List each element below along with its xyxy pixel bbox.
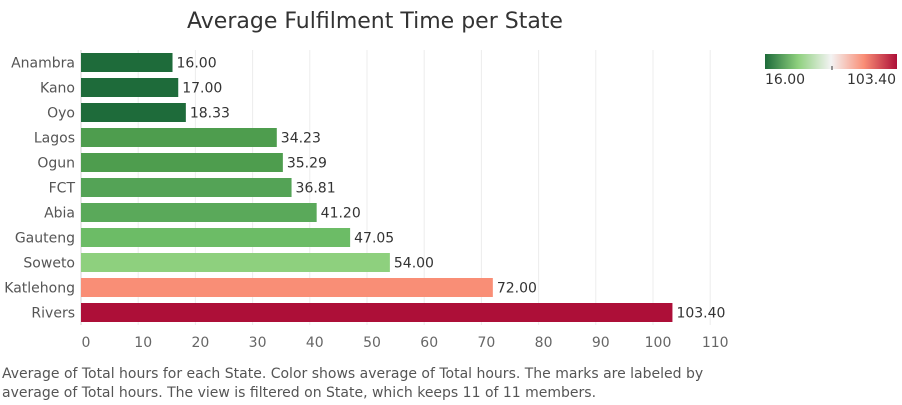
bar-value-label: 72.00	[497, 281, 537, 297]
bar-value-label: 16.00	[177, 56, 217, 72]
category-label: Lagos	[34, 131, 75, 147]
bar[interactable]	[81, 203, 317, 222]
chart-caption: Average of Total hours for each State. C…	[2, 366, 704, 401]
bar[interactable]	[81, 53, 173, 72]
bar-value-label: 103.40	[676, 306, 725, 322]
bar-value-label: 36.81	[296, 181, 336, 197]
bar-value-label: 34.23	[281, 131, 321, 147]
bar[interactable]	[81, 228, 351, 247]
x-tick-label: 80	[535, 335, 553, 351]
color-legend-gradient	[765, 54, 897, 69]
x-tick-label: 20	[191, 335, 209, 351]
bar-value-label: 35.29	[287, 156, 327, 172]
bar-value-label: 41.20	[321, 206, 361, 222]
category-label: Kano	[40, 81, 75, 97]
category-label: Soweto	[23, 256, 75, 272]
chart-title: Average Fulfilment Time per State	[187, 9, 563, 34]
category-label: FCT	[49, 181, 76, 197]
x-tick-label: 60	[420, 335, 438, 351]
bar[interactable]	[81, 253, 390, 272]
category-label: Ogun	[37, 156, 75, 172]
legend-max-label: 103.40	[847, 72, 896, 88]
category-label: Anambra	[11, 56, 75, 72]
bar[interactable]	[81, 178, 292, 197]
category-label: Abia	[44, 206, 75, 222]
bar-value-label: 18.33	[190, 106, 230, 122]
category-label: Rivers	[31, 306, 75, 322]
bar[interactable]	[81, 78, 179, 97]
bar[interactable]	[81, 303, 673, 322]
category-label: Oyo	[47, 106, 75, 122]
x-tick-label: 40	[306, 335, 324, 351]
bar-value-label: 47.05	[354, 231, 394, 247]
bar[interactable]	[81, 278, 493, 297]
x-tick-label: 30	[249, 335, 267, 351]
bar[interactable]	[81, 103, 186, 122]
x-tick-label: 0	[82, 335, 91, 351]
x-tick-label: 90	[592, 335, 610, 351]
category-label: Katlehong	[4, 281, 75, 297]
x-tick-label: 70	[477, 335, 495, 351]
legend-min-label: 16.00	[765, 72, 806, 88]
bar[interactable]	[81, 153, 283, 172]
x-tick-label: 100	[645, 335, 672, 351]
category-label: Gauteng	[15, 231, 75, 247]
x-tick-label: 50	[363, 335, 381, 351]
x-tick-label: 10	[134, 335, 152, 351]
bar-value-label: 17.00	[182, 81, 222, 97]
bar-value-label: 54.00	[394, 256, 434, 272]
bar[interactable]	[81, 128, 277, 147]
x-tick-label: 110	[702, 335, 729, 351]
